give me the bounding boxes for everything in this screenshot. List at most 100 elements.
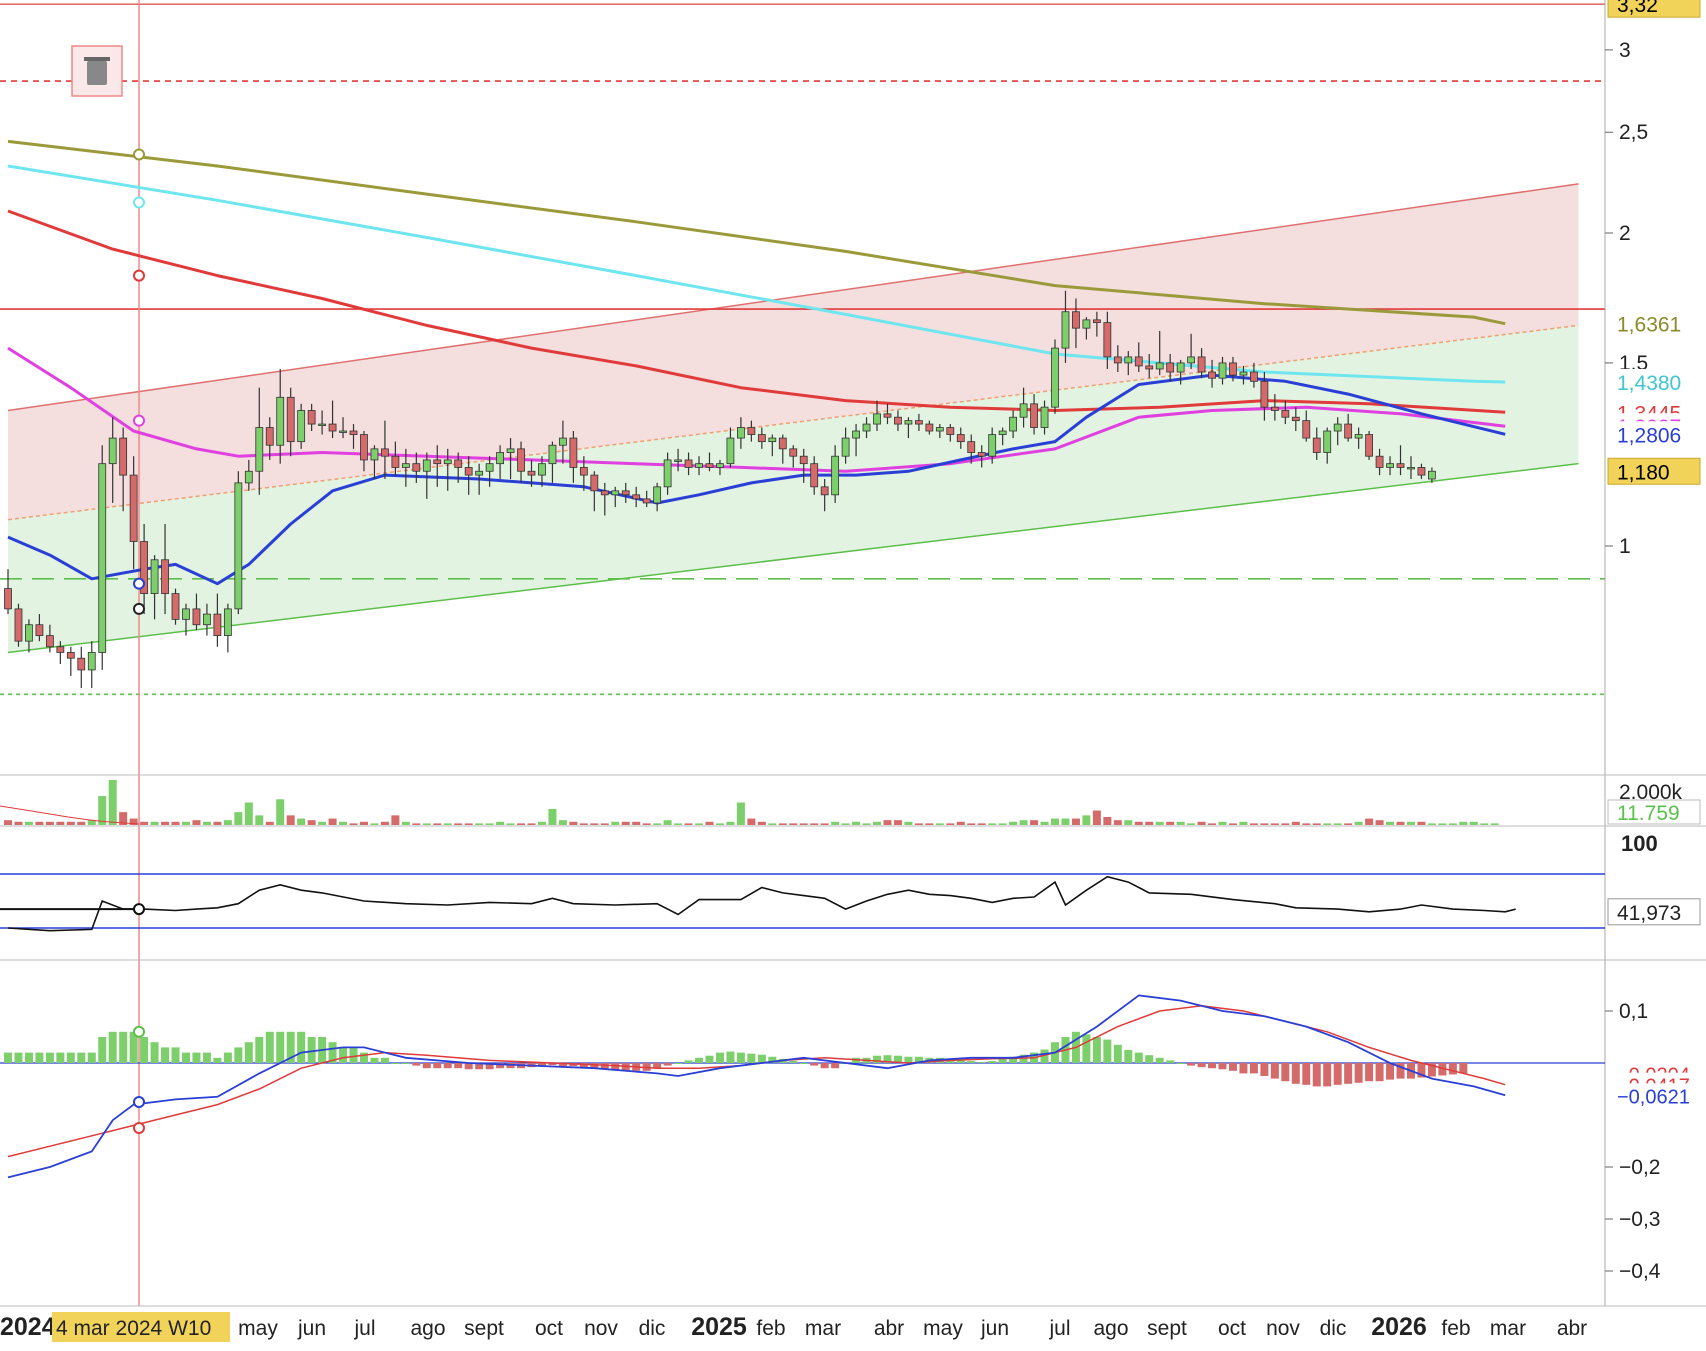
candle-body: [757, 434, 766, 443]
candle-body: [77, 657, 86, 671]
candle-body: [1124, 356, 1133, 364]
volume-bar: [600, 823, 609, 825]
time-axis-label: sept: [464, 1317, 504, 1340]
volume-bar: [956, 821, 965, 825]
volume-bar: [548, 808, 557, 825]
candle-body: [904, 420, 913, 425]
price-tick-label: 2: [1619, 222, 1631, 245]
macd-hist-bar: [244, 1042, 253, 1063]
volume-bar: [140, 821, 149, 825]
candle-body: [559, 437, 567, 446]
candle-body: [213, 613, 222, 637]
macd-hist-bar: [4, 1052, 12, 1063]
volume-bar: [852, 821, 861, 825]
candle-body: [831, 455, 840, 496]
volume-bar: [150, 821, 159, 825]
price-tick-label: 1: [1619, 535, 1631, 558]
candle-body: [140, 541, 149, 594]
macd-hist-bar: [150, 1042, 159, 1063]
volume-bar: [632, 821, 641, 825]
volume-bar: [726, 821, 735, 825]
volume-bar: [412, 823, 421, 825]
macd-hist-bar: [1166, 1060, 1175, 1063]
volume-bar: [988, 823, 997, 825]
candle-body: [684, 459, 693, 468]
candle-body: [1145, 365, 1154, 370]
volume-bar: [77, 821, 86, 825]
macd-hist-bar: [339, 1047, 348, 1063]
macd-hist-bar: [307, 1037, 316, 1063]
volume-bar: [1375, 820, 1384, 825]
macd-hist-bar: [433, 1063, 442, 1069]
macd-hist-bar: [893, 1055, 902, 1063]
volume-bar: [129, 818, 138, 825]
candle-body: [265, 427, 274, 446]
macd-hist-bar: [35, 1052, 44, 1063]
volume-bar: [1239, 821, 1248, 825]
candle-body: [998, 430, 1007, 435]
volume-bar: [1406, 821, 1415, 825]
macd-hist-bar: [1281, 1063, 1290, 1082]
volume-bar: [1427, 823, 1436, 825]
candle-body: [841, 437, 850, 457]
volume-bar: [1019, 820, 1028, 825]
volume-bar: [1354, 821, 1363, 825]
ma-line-cyan: [7, 164, 1506, 384]
volume-bar: [4, 820, 12, 825]
macd-crosshair-marker-hist: [133, 1025, 145, 1038]
macd-hist-bar: [1291, 1063, 1300, 1084]
candle-body: [1375, 455, 1384, 468]
channel-upper-line: [7, 183, 1579, 412]
candle-body: [768, 437, 777, 443]
candle-body: [538, 463, 546, 476]
price-label-box: [1608, 368, 1700, 395]
macd-hist-bar: [977, 1061, 986, 1063]
macd-hist-bar: [1375, 1063, 1384, 1082]
time-axis-label: abr: [1557, 1317, 1587, 1340]
volume-bar: [1134, 821, 1143, 825]
macd-hist-bar: [276, 1031, 285, 1063]
volume-bar: [799, 823, 808, 825]
volume-bar: [422, 823, 431, 825]
macd-hist-bar: [956, 1059, 965, 1063]
macd-hist-bar: [1354, 1063, 1363, 1083]
volume-bar: [967, 823, 976, 825]
macd-hist-bar: [349, 1047, 358, 1063]
volume-bar: [1459, 821, 1468, 825]
macd-tick-label: −0,3: [1619, 1208, 1660, 1231]
candle-body: [1030, 403, 1038, 428]
price-label-box: [1608, 310, 1700, 337]
trash-icon[interactable]: [71, 45, 123, 97]
volume-bar: [454, 823, 463, 825]
channel-mid-line: [7, 324, 1579, 521]
volume-bar: [276, 799, 285, 825]
volume-bar: [517, 823, 526, 825]
macd-hist-bar: [1249, 1063, 1258, 1074]
macd-hist-bar: [77, 1052, 86, 1063]
time-axis-label: 2024: [0, 1313, 56, 1341]
candle-body: [1270, 406, 1279, 411]
volume-bar: [841, 823, 850, 825]
candle-body: [705, 463, 714, 468]
time-axis-label: abr: [874, 1317, 904, 1340]
candle-body: [1260, 380, 1269, 408]
candle-body: [1428, 470, 1436, 480]
candle-body: [1239, 371, 1248, 376]
volume-bar: [1124, 820, 1133, 825]
macd-hist-bar: [1145, 1055, 1154, 1063]
candle-body: [967, 441, 976, 453]
macd-hist-bar: [1218, 1063, 1227, 1070]
channel-upper-fill: [8, 183, 1579, 520]
macd-hist-bar: [883, 1055, 892, 1063]
trash-icon-lid: [84, 57, 110, 61]
candle-body: [1333, 423, 1342, 432]
crosshair-marker-5: [133, 602, 145, 615]
volume-bar: [1302, 823, 1311, 825]
trash-icon-frame[interactable]: [71, 45, 123, 97]
volume-bar: [663, 820, 672, 825]
macd-hist-bar: [87, 1052, 96, 1063]
candle-body: [873, 413, 881, 425]
volume-bar: [1103, 816, 1112, 825]
